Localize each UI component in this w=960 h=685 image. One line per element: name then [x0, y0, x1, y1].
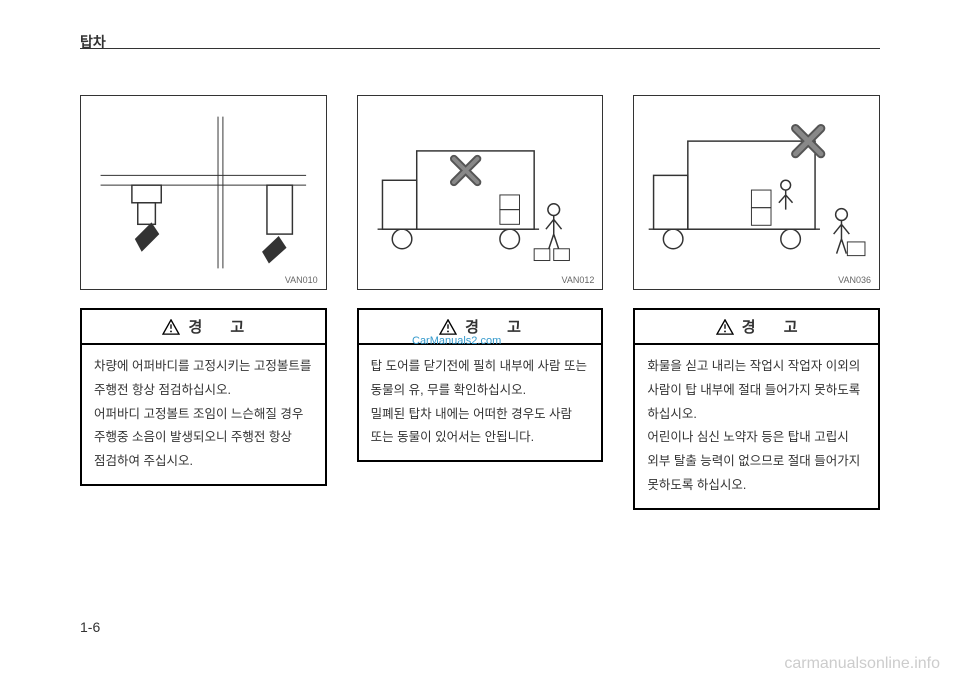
- illustration-code-1: VAN010: [285, 275, 318, 285]
- illustration-3: VAN036: [633, 95, 880, 290]
- illustration-2: VAN012: [357, 95, 604, 290]
- page-number: 1-6: [80, 619, 100, 635]
- warning-header-1: 경 고: [82, 310, 325, 345]
- illustration-code-3: VAN036: [838, 275, 871, 285]
- warning-body-3: 화물을 싣고 내리는 작업시 작업자 이외의 사람이 탑 내부에 절대 들어가지…: [635, 345, 878, 508]
- warning-triangle-icon: [439, 319, 457, 335]
- watermark-carmanualsonline: carmanualsonline.info: [784, 655, 940, 673]
- illustration-code-2: VAN012: [561, 275, 594, 285]
- warning-label-1: 경 고: [188, 316, 256, 337]
- column-3: VAN036 경 고 화물을 싣고 내리는 작업시 작업자 이외의 사람이 탑 …: [633, 95, 880, 510]
- header-divider: [80, 48, 880, 49]
- warning-body-1: 차량에 어퍼바디를 고정시키는 고정볼트를 주행전 항상 점검하십시오. 어퍼바…: [82, 345, 325, 484]
- warning-box-2: 경 고 탑 도어를 닫기전에 필히 내부에 사람 또는 동물의 유, 무를 확인…: [357, 308, 604, 462]
- warning-triangle-icon: [716, 319, 734, 335]
- warning-label-2: 경 고: [465, 316, 533, 337]
- warning-label-3: 경 고: [742, 316, 810, 337]
- warning-header-3: 경 고: [635, 310, 878, 345]
- van012-illustration: [358, 96, 603, 289]
- section-header: 탑차: [80, 32, 106, 52]
- page-content: VAN010 경 고 차량에 어퍼바디를 고정시키는 고정볼트를 주행전 항상 …: [80, 95, 880, 510]
- van010-illustration: [81, 96, 326, 289]
- column-2: VAN012 경 고 탑 도어를 닫기전에 필히 내부에 사람 또는 동물의 유…: [357, 95, 604, 510]
- warning-box-3: 경 고 화물을 싣고 내리는 작업시 작업자 이외의 사람이 탑 내부에 절대 …: [633, 308, 880, 510]
- warning-body-2: 탑 도어를 닫기전에 필히 내부에 사람 또는 동물의 유, 무를 확인하십시오…: [359, 345, 602, 460]
- van036-illustration: [634, 96, 879, 289]
- warning-triangle-icon: [162, 319, 180, 335]
- illustration-1: VAN010: [80, 95, 327, 290]
- watermark-carmanuals2: CarManuals2.com: [412, 335, 501, 347]
- column-1: VAN010 경 고 차량에 어퍼바디를 고정시키는 고정볼트를 주행전 항상 …: [80, 95, 327, 510]
- warning-box-1: 경 고 차량에 어퍼바디를 고정시키는 고정볼트를 주행전 항상 점검하십시오.…: [80, 308, 327, 486]
